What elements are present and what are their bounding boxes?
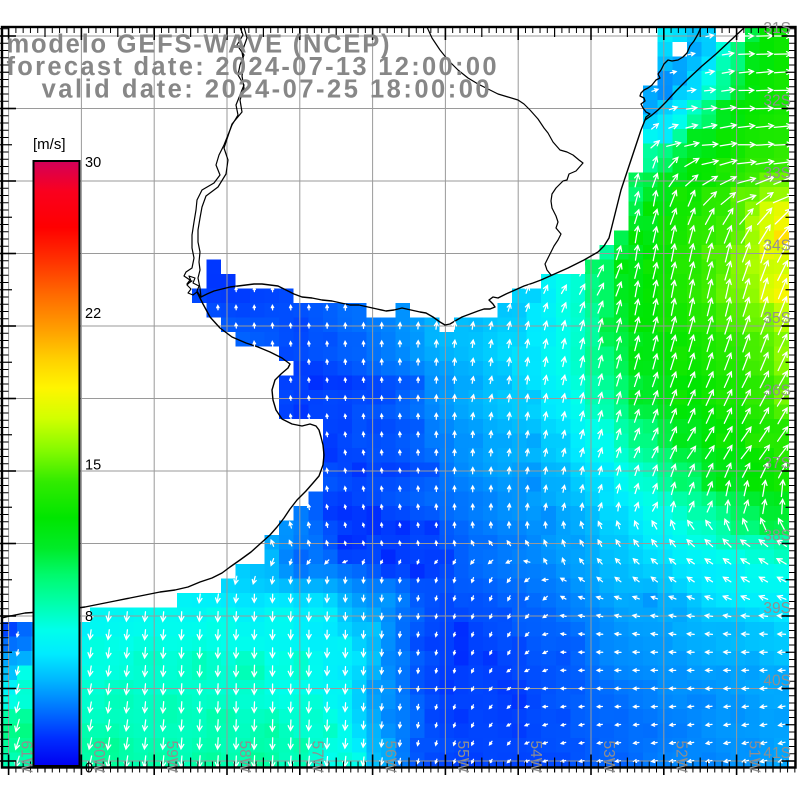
svg-text:34S: 34S: [763, 238, 791, 255]
svg-text:0: 0: [85, 761, 93, 777]
svg-text:forecast date: 2024-07-13 12:0: forecast date: 2024-07-13 12:00:00: [7, 53, 497, 81]
svg-text:32S: 32S: [763, 93, 791, 110]
svg-text:modelo GEFS-WAVE (NCEP): modelo GEFS-WAVE (NCEP): [7, 30, 390, 58]
svg-text:58W: 58W: [236, 741, 253, 773]
svg-text:51W: 51W: [745, 741, 762, 773]
svg-text:59W: 59W: [163, 741, 180, 773]
svg-text:8: 8: [85, 609, 93, 625]
svg-text:[m/s]: [m/s]: [33, 136, 66, 153]
svg-text:52W: 52W: [673, 741, 690, 773]
svg-text:41S: 41S: [763, 745, 791, 762]
svg-text:15: 15: [85, 458, 101, 474]
svg-text:33S: 33S: [763, 165, 791, 182]
svg-text:54W: 54W: [527, 741, 544, 773]
svg-text:57W: 57W: [309, 741, 326, 773]
svg-text:40S: 40S: [763, 673, 791, 690]
svg-text:37S: 37S: [763, 455, 791, 472]
svg-text:56W: 56W: [381, 741, 398, 773]
svg-text:38S: 38S: [763, 528, 791, 545]
svg-text:35S: 35S: [763, 310, 791, 327]
svg-text:36S: 36S: [763, 383, 791, 400]
svg-text:22: 22: [85, 306, 101, 322]
svg-text:60W: 60W: [90, 741, 107, 773]
svg-text:53W: 53W: [600, 741, 617, 773]
svg-text:61W: 61W: [17, 741, 34, 773]
svg-text:55W: 55W: [454, 741, 471, 773]
svg-text:30: 30: [85, 155, 101, 171]
svg-text:39S: 39S: [763, 600, 791, 617]
svg-text:31S: 31S: [763, 20, 791, 37]
svg-text:valid date: 2024-07-25 18:00:0: valid date: 2024-07-25 18:00:00: [42, 76, 490, 104]
